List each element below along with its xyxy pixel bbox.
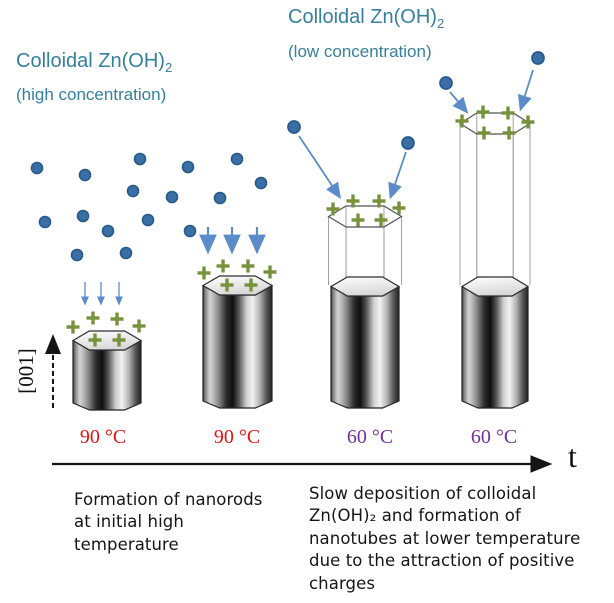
- deposition-arrow-icon: [388, 151, 407, 200]
- temperature-label-1: 90 °C: [79, 426, 127, 448]
- heading-colloidal-low: Colloidal Zn(OH)2: [288, 6, 445, 31]
- colloid-particle-dot: [165, 190, 179, 204]
- colloid-particle-dot: [141, 213, 155, 227]
- prism-top-face: [460, 276, 530, 297]
- colloid-particle-dot: [181, 160, 195, 174]
- deposition-arrow-icon: [517, 69, 534, 112]
- colloid-particle-dot: [439, 76, 453, 90]
- colloid-particle-dot: [70, 248, 84, 262]
- temperature-label-4: 60 °C: [470, 426, 518, 448]
- subscript-2: 2: [164, 60, 173, 75]
- time-axis-label: t: [568, 438, 577, 474]
- colloid-particle-dot: [119, 246, 133, 260]
- heading-colloidal-high: Colloidal Zn(OH)2: [16, 50, 173, 75]
- caption-nanorods: Formation of nanorods at initial high te…: [74, 490, 263, 554]
- colloid-particle-dot: [401, 136, 415, 150]
- prism-top-face: [329, 276, 401, 297]
- nanotube-rim-hexagon: [327, 205, 403, 228]
- colloid-particle-dot: [76, 209, 90, 223]
- colloid-particle-dot: [126, 184, 140, 198]
- crystal-direction-label: [001]: [14, 348, 38, 394]
- temperature-label-2: 90 °C: [213, 426, 261, 448]
- heading-low-qualifier: (low concentration): [288, 42, 432, 61]
- colloid-particle-dot: [133, 152, 147, 166]
- colloid-particle-dot: [101, 224, 115, 238]
- nanotube-shape: [330, 285, 400, 409]
- deposition-arrow-icon: [449, 91, 469, 114]
- nanotube-shape: [461, 285, 529, 409]
- colloid-particle-dot: [183, 224, 197, 238]
- colloid-particle-dot: [213, 191, 227, 205]
- colloid-particle-dot: [38, 215, 52, 229]
- colloid-particle-dot: [78, 168, 92, 182]
- nanorod-shape: [202, 284, 273, 409]
- temperature-label-3: 60 °C: [346, 426, 394, 448]
- colloid-particle-dot: [531, 51, 545, 65]
- nanotube-rim-hexagon: [458, 112, 532, 135]
- colloid-particle-dot: [254, 176, 268, 190]
- colloid-particle-dot: [230, 152, 244, 166]
- subscript-2: 2: [436, 16, 445, 31]
- colloid-particle-dot: [287, 120, 301, 134]
- prism-top-face: [71, 330, 143, 351]
- deposition-arrow-icon: [298, 135, 341, 199]
- colloid-particle-dot: [30, 161, 44, 175]
- nanorod-shape: [72, 339, 142, 411]
- prism-top-face: [201, 275, 274, 296]
- heading-high-qualifier: (high concentration): [16, 85, 167, 104]
- caption-nanotubes: Slow deposition of colloidal Zn(OH)₂ and…: [309, 484, 581, 593]
